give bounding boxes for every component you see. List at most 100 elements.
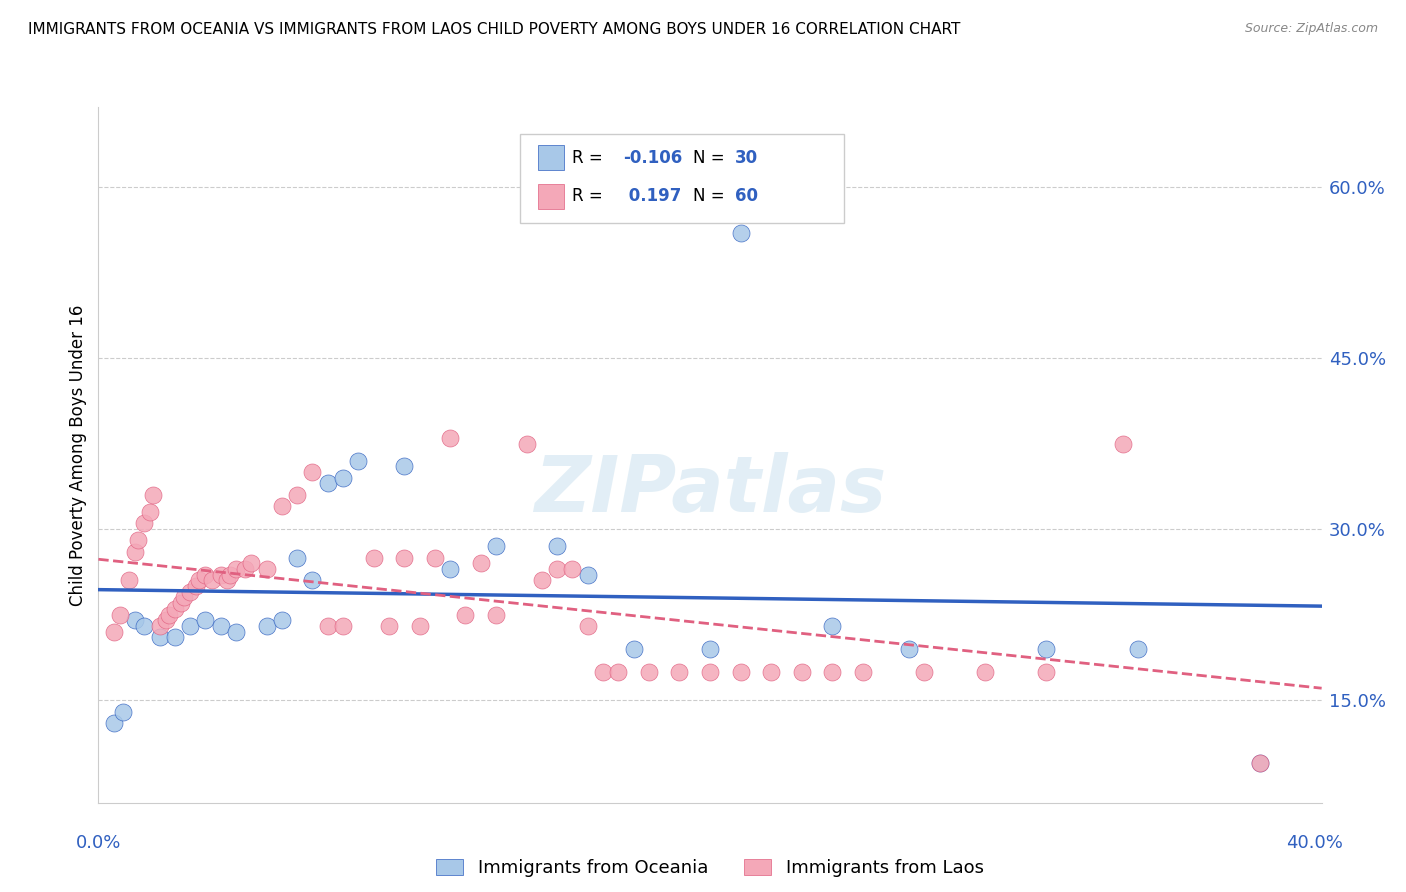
Point [439, 431, 461, 445]
Point [759, 665, 782, 679]
Point [118, 574, 141, 588]
Point [470, 556, 492, 570]
Point [142, 488, 165, 502]
Point [1128, 641, 1150, 656]
Point [163, 602, 186, 616]
Point [124, 545, 146, 559]
Point [454, 607, 477, 622]
Point [485, 607, 508, 622]
Point [149, 619, 172, 633]
Text: 0.0%: 0.0% [76, 834, 121, 852]
Point [256, 619, 278, 633]
Point [1249, 756, 1271, 770]
Point [270, 500, 292, 514]
Point [516, 436, 538, 450]
Point [897, 641, 920, 656]
Text: R =: R = [572, 149, 609, 167]
Point [285, 488, 308, 502]
Legend: Immigrants from Oceania, Immigrants from Laos: Immigrants from Oceania, Immigrants from… [429, 852, 991, 884]
Text: 40.0%: 40.0% [1286, 834, 1343, 852]
Point [163, 631, 186, 645]
Point [821, 665, 844, 679]
Text: N =: N = [693, 187, 730, 205]
Point [301, 574, 323, 588]
Point [347, 453, 370, 467]
Point [439, 562, 461, 576]
Text: IMMIGRANTS FROM OCEANIA VS IMMIGRANTS FROM LAOS CHILD POVERTY AMONG BOYS UNDER 1: IMMIGRANTS FROM OCEANIA VS IMMIGRANTS FR… [28, 22, 960, 37]
Point [179, 619, 201, 633]
Point [194, 567, 217, 582]
Text: 30: 30 [735, 149, 758, 167]
Point [270, 613, 292, 627]
Point [974, 665, 997, 679]
Point [149, 631, 172, 645]
Point [219, 567, 242, 582]
Point [139, 505, 162, 519]
Point [1249, 756, 1271, 770]
Text: 0.197: 0.197 [623, 187, 682, 205]
Point [173, 591, 195, 605]
Point [108, 607, 131, 622]
Text: -0.106: -0.106 [623, 149, 682, 167]
Point [546, 539, 568, 553]
Point [194, 613, 217, 627]
Point [127, 533, 149, 548]
Point [699, 665, 721, 679]
Point [233, 562, 256, 576]
Text: ZIPatlas: ZIPatlas [534, 451, 886, 528]
Point [730, 665, 752, 679]
Point [623, 641, 645, 656]
Point [821, 619, 844, 633]
Point [215, 574, 238, 588]
Point [225, 624, 247, 639]
Point [240, 556, 263, 570]
Point [699, 641, 721, 656]
Point [134, 619, 156, 633]
Point [576, 567, 599, 582]
Point [103, 624, 125, 639]
Point [392, 459, 416, 474]
Point [155, 613, 177, 627]
Point [561, 562, 583, 576]
Text: Source: ZipAtlas.com: Source: ZipAtlas.com [1244, 22, 1378, 36]
Point [170, 596, 193, 610]
Y-axis label: Child Poverty Among Boys Under 16: Child Poverty Among Boys Under 16 [69, 304, 87, 606]
Point [188, 574, 211, 588]
Point [179, 584, 201, 599]
Point [912, 665, 935, 679]
Point [332, 471, 354, 485]
Point [852, 665, 875, 679]
Point [1112, 436, 1135, 450]
Point [1035, 665, 1057, 679]
Point [256, 562, 278, 576]
Point [209, 619, 232, 633]
Point [485, 539, 508, 553]
Point [408, 619, 430, 633]
Point [392, 550, 416, 565]
Point [576, 619, 599, 633]
Point [209, 567, 232, 582]
Point [363, 550, 385, 565]
Point [530, 574, 553, 588]
Text: R =: R = [572, 187, 609, 205]
Point [316, 476, 339, 491]
Point [124, 613, 146, 627]
Point [316, 619, 339, 633]
Point [157, 607, 180, 622]
Text: N =: N = [693, 149, 730, 167]
Point [186, 579, 208, 593]
Point [103, 715, 125, 730]
Point [730, 226, 752, 240]
Point [668, 665, 690, 679]
Point [285, 550, 308, 565]
Text: 60: 60 [735, 187, 758, 205]
Point [546, 562, 568, 576]
Point [200, 574, 222, 588]
Point [637, 665, 661, 679]
Point [111, 705, 134, 719]
Point [423, 550, 446, 565]
Point [607, 665, 630, 679]
Point [134, 516, 156, 531]
Point [592, 665, 614, 679]
Point [332, 619, 354, 633]
